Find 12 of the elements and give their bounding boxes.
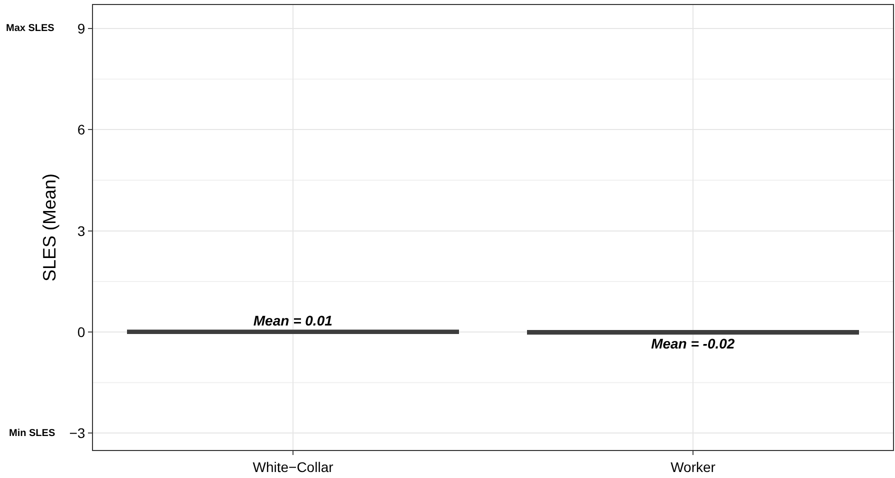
x-tick-label: Worker [670,458,716,475]
y-tick-label: 0 [77,324,86,340]
text: Max SLES [6,23,55,34]
data-label: Mean = -0.02 [651,336,735,352]
y-axis-title: SLES (Mean) [39,173,60,282]
y-tick-label: 3 [77,222,86,239]
text: Min SLES [9,428,56,439]
y-tick-label: 9 [77,20,86,36]
data-label: Mean = 0.01 [253,312,333,329]
x-tick-label: White−Collar [252,458,334,475]
y-tick-label: −3 [69,425,86,442]
y-tick-label: 6 [77,122,86,138]
